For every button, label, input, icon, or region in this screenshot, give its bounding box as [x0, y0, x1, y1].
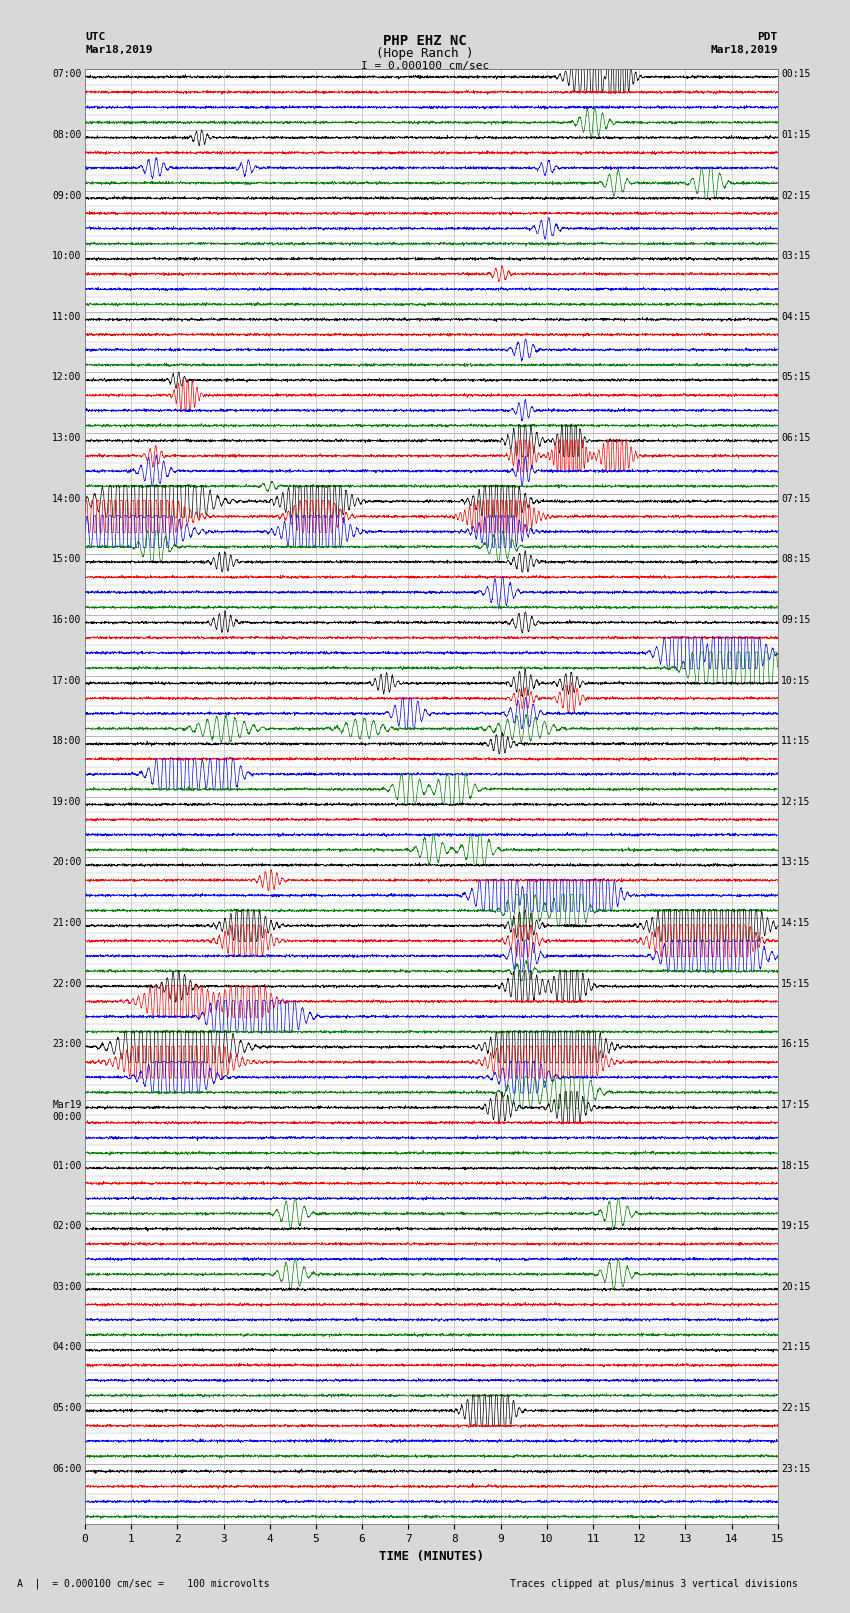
Text: (Hope Ranch ): (Hope Ranch ): [377, 47, 473, 60]
Text: 11:15: 11:15: [781, 736, 811, 747]
Text: Mar19
00:00: Mar19 00:00: [52, 1100, 82, 1121]
Text: 19:00: 19:00: [52, 797, 82, 806]
Text: 07:00: 07:00: [52, 69, 82, 79]
Text: 09:15: 09:15: [781, 615, 811, 624]
Text: 07:15: 07:15: [781, 494, 811, 503]
Text: 14:15: 14:15: [781, 918, 811, 927]
Text: Traces clipped at plus/minus 3 vertical divisions: Traces clipped at plus/minus 3 vertical …: [510, 1579, 798, 1589]
Text: 11:00: 11:00: [52, 311, 82, 323]
Text: 15:15: 15:15: [781, 979, 811, 989]
Text: 10:15: 10:15: [781, 676, 811, 686]
Text: 22:00: 22:00: [52, 979, 82, 989]
Text: 03:15: 03:15: [781, 252, 811, 261]
Text: 19:15: 19:15: [781, 1221, 811, 1231]
Text: 12:00: 12:00: [52, 373, 82, 382]
Text: 16:00: 16:00: [52, 615, 82, 624]
Text: 06:00: 06:00: [52, 1463, 82, 1474]
Text: 10:00: 10:00: [52, 252, 82, 261]
Text: 02:00: 02:00: [52, 1221, 82, 1231]
Text: 20:00: 20:00: [52, 858, 82, 868]
Text: 00:15: 00:15: [781, 69, 811, 79]
Text: 18:15: 18:15: [781, 1161, 811, 1171]
Text: A  |  = 0.000100 cm/sec =    100 microvolts: A | = 0.000100 cm/sec = 100 microvolts: [17, 1579, 269, 1589]
Text: 23:00: 23:00: [52, 1039, 82, 1050]
Text: 17:15: 17:15: [781, 1100, 811, 1110]
Text: 12:15: 12:15: [781, 797, 811, 806]
Text: 22:15: 22:15: [781, 1403, 811, 1413]
Text: 09:00: 09:00: [52, 190, 82, 200]
Text: 05:00: 05:00: [52, 1403, 82, 1413]
Text: 17:00: 17:00: [52, 676, 82, 686]
Text: 03:00: 03:00: [52, 1282, 82, 1292]
Text: 05:15: 05:15: [781, 373, 811, 382]
Text: 04:00: 04:00: [52, 1342, 82, 1352]
Text: 01:00: 01:00: [52, 1161, 82, 1171]
Text: 04:15: 04:15: [781, 311, 811, 323]
Text: 08:15: 08:15: [781, 555, 811, 565]
Text: PHP EHZ NC: PHP EHZ NC: [383, 34, 467, 48]
Text: 21:15: 21:15: [781, 1342, 811, 1352]
Text: 13:15: 13:15: [781, 858, 811, 868]
Text: 20:15: 20:15: [781, 1282, 811, 1292]
Text: 21:00: 21:00: [52, 918, 82, 927]
Text: 16:15: 16:15: [781, 1039, 811, 1050]
Text: 14:00: 14:00: [52, 494, 82, 503]
Text: 23:15: 23:15: [781, 1463, 811, 1474]
Text: Mar18,2019: Mar18,2019: [711, 45, 778, 55]
Text: 02:15: 02:15: [781, 190, 811, 200]
X-axis label: TIME (MINUTES): TIME (MINUTES): [379, 1550, 484, 1563]
Text: 01:15: 01:15: [781, 131, 811, 140]
Text: I = 0.000100 cm/sec: I = 0.000100 cm/sec: [361, 61, 489, 71]
Text: 06:15: 06:15: [781, 434, 811, 444]
Text: 15:00: 15:00: [52, 555, 82, 565]
Text: Mar18,2019: Mar18,2019: [85, 45, 152, 55]
Text: PDT: PDT: [757, 32, 778, 42]
Text: 13:00: 13:00: [52, 434, 82, 444]
Text: UTC: UTC: [85, 32, 105, 42]
Text: 08:00: 08:00: [52, 131, 82, 140]
Text: 18:00: 18:00: [52, 736, 82, 747]
